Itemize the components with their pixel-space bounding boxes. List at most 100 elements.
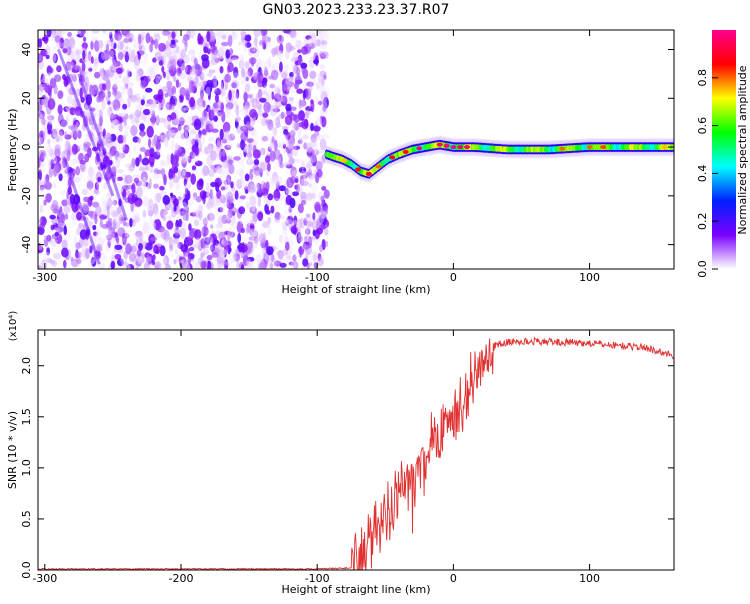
spectrogram-noise-blob [137, 68, 144, 78]
spectrogram-noise-blob [112, 218, 117, 230]
spectrogram-noise-blob [148, 210, 153, 218]
spectrogram-noise-blob [93, 250, 100, 260]
spectrogram-noise-blob [214, 177, 222, 188]
spectrogram-noise-blob [137, 102, 142, 107]
spectrogram-noise-blob [322, 104, 327, 112]
spectrogram-noise-blob [201, 129, 207, 135]
spectrogram-noise-blob [219, 206, 225, 213]
spectrogram-noise-blob [177, 218, 183, 228]
spectrogram-noise-blob [253, 159, 260, 166]
spectrogram-noise-blob [256, 57, 263, 66]
spectrogram-noise-blob [54, 156, 61, 163]
spectrogram-noise-blob [279, 195, 286, 200]
spectrogram-noise-blob [113, 60, 121, 67]
spectrogram-noise-blob [205, 201, 212, 211]
spectrogram-noise-blob [53, 252, 61, 260]
spectrogram-noise-blob [252, 144, 257, 157]
spectrogram-noise-blob [149, 218, 155, 231]
spectrogram-noise-blob [43, 154, 49, 160]
spectrogram-noise-blob [231, 89, 236, 94]
spectrogram-noise-blob [47, 98, 56, 110]
spectrogram-noise-blob [166, 220, 174, 230]
spectrogram-noise-blob [76, 227, 80, 235]
spectrogram-noise-blob [87, 130, 94, 138]
spectrogram-noise-blob [88, 207, 95, 217]
spectrogram-noise-blob [279, 30, 285, 36]
spectrogram-noise-blob [279, 61, 283, 73]
spectrogram-noise-blob [226, 141, 233, 148]
spectrogram-noise-blob [262, 112, 269, 118]
spectrogram-noise-blob [139, 147, 146, 152]
spectrogram-noise-blob [162, 216, 167, 221]
spectrogram-noise-blob [59, 119, 68, 127]
spectrogram-noise-blob [86, 221, 94, 230]
spectrogram-noise-blob [81, 242, 87, 252]
spectrogram-noise-blob [133, 96, 138, 106]
spectrogram-noise-blob [281, 221, 285, 227]
spectrogram-noise-blob [293, 215, 298, 227]
spectrogram-noise-blob [108, 229, 112, 235]
spectrogram-noise-blob [143, 218, 147, 226]
spectrogram-hotspot [365, 171, 372, 176]
spectrogram-noise-blob [234, 116, 241, 122]
spectrogram-noise-blob [233, 99, 238, 106]
spectrogram-noise-blob [250, 218, 257, 226]
spectrogram-noise-blob [238, 169, 244, 180]
spectrogram-noise-blob [49, 214, 56, 220]
spectrogram-noise-blob [247, 142, 252, 153]
spectrogram-noise-blob [249, 184, 257, 194]
spectrogram-noise-blob [261, 135, 268, 142]
spectrogram-noise-blob [307, 175, 315, 182]
spectrogram-noise-blob [237, 152, 245, 165]
spectrogram-noise-blob [228, 254, 236, 263]
spectrogram-noise-blob [220, 186, 226, 191]
spectrogram-noise-blob [240, 54, 244, 63]
spectrogram-noise-blob [202, 248, 209, 255]
spectrogram-noise-blob [177, 196, 182, 201]
spectrogram-noise-blob [301, 180, 309, 186]
spectrogram-noise-blob [208, 195, 215, 206]
spectrogram-noise-blob [102, 128, 106, 139]
spectrogram-noise-blob [221, 111, 226, 123]
spectrogram-noise-blob [247, 67, 254, 77]
spectrogram-noise-blob [208, 168, 215, 178]
spectrogram-noise-blob [299, 99, 307, 107]
spectrogram-noise-blob [217, 215, 223, 225]
spectrogram-noise-blob [285, 220, 290, 226]
spectrogram-noise-blob [229, 219, 236, 231]
spectrogram-noise-blob [177, 82, 182, 88]
spectrogram-noise-blob [278, 234, 284, 244]
spectrogram-noise-blob [232, 250, 237, 263]
spectrogram-noise-blob [109, 106, 113, 112]
spectrogram-noise-blob [146, 65, 154, 76]
spectrogram-noise-blob [235, 114, 240, 122]
spectrogram-noise-blob [197, 257, 202, 265]
x-tick-label: 100 [579, 271, 600, 284]
spectrogram-noise-blob [285, 131, 291, 141]
spectrogram-hotspot [559, 146, 566, 151]
spectrogram-noise-blob [311, 142, 317, 148]
spectrogram-noise-blob [120, 258, 129, 263]
spectrogram-noise-blob [40, 118, 48, 127]
spectrogram-noise-blob [165, 102, 173, 110]
spectrogram-noise-blob [189, 128, 197, 135]
spectrogram-noise-blob [170, 140, 175, 147]
spectrogram-noise-blob [50, 159, 55, 170]
spectrogram-noise-blob [200, 198, 204, 211]
spectrogram-noise-blob [314, 201, 321, 212]
spectrogram-noise-blob [281, 257, 287, 263]
spectrogram-noise-blob [167, 72, 171, 78]
spectrogram-noise-blob [65, 61, 72, 71]
spectrogram-noise-blob [193, 229, 202, 240]
spectrogram-noise-blob [231, 82, 237, 89]
spectrogram-noise-blob [225, 102, 234, 110]
spectrogram-noise-blob [252, 204, 256, 210]
spectrogram-noise-blob [183, 34, 190, 41]
spectrogram-noise-blob [231, 30, 235, 38]
spectrogram-noise-blob [41, 203, 46, 213]
spectrogram-noise-blob [84, 104, 90, 117]
spectrogram-noise-blob [44, 251, 50, 257]
spectrogram-x-label: Height of straight line (km) [281, 283, 430, 296]
spectrogram-noise-blob [315, 160, 323, 171]
spectrogram-noise-blob [102, 200, 109, 207]
